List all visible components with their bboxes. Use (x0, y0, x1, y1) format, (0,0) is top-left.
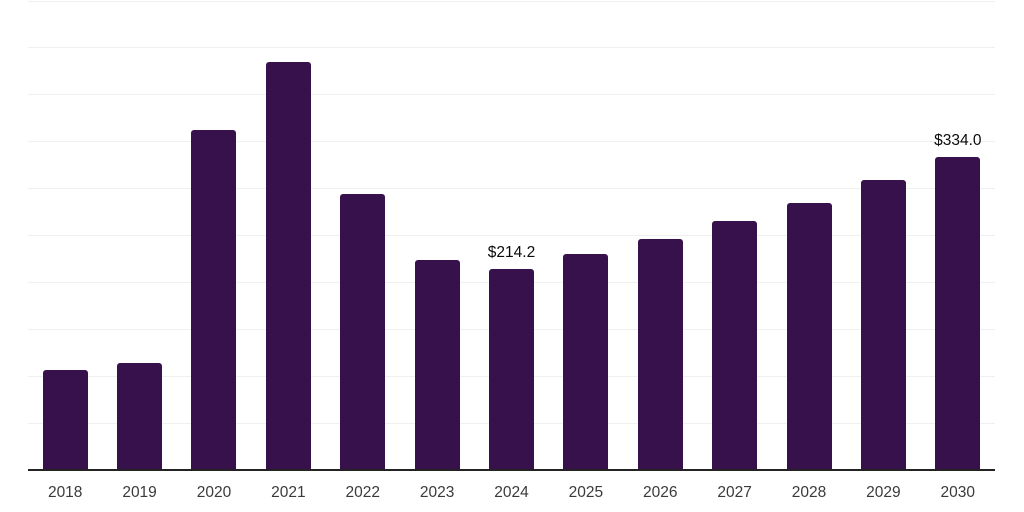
bar-2030: $334.0 (934, 132, 982, 470)
bar-2021 (265, 61, 311, 470)
x-tick-2023: 2023 (419, 484, 455, 501)
x-axis-line (28, 469, 995, 471)
gridline-400 (28, 94, 995, 96)
gridline-500 (28, 0, 995, 2)
x-tick-2021: 2021 (271, 484, 306, 501)
x-tick-2019: 2019 (122, 484, 157, 501)
gridline-300 (28, 188, 995, 190)
bar-2019 (117, 363, 163, 470)
x-tick-2028: 2028 (791, 484, 827, 501)
x-tick-2018: 2018 (47, 484, 83, 501)
x-axis-labels: 2018 2019 2020 2021 2022 2023 2024 2025 2026 2027… (28, 484, 995, 504)
x-tick-2026: 2026 (643, 484, 678, 501)
bar-2022 (340, 194, 386, 470)
plot-area: $214.2 $334.0 (28, 0, 995, 471)
bar-2026 (637, 239, 683, 470)
x-tick-2024: 2024 (494, 484, 529, 501)
bar-2018 (42, 369, 88, 470)
bar-2020 (191, 130, 237, 470)
bar-2027 (712, 220, 758, 470)
bar-2029 (860, 180, 906, 470)
bar-2024: $214.2 (488, 244, 535, 470)
bar-2025 (563, 254, 609, 470)
gridline-450 (28, 47, 995, 49)
x-tick-2020: 2020 (196, 484, 232, 501)
x-tick-2025: 2025 (568, 484, 604, 501)
x-tick-2029: 2029 (866, 484, 901, 501)
data-label-2024: $214.2 (487, 244, 536, 262)
bar-2028 (786, 202, 832, 470)
gridline-250 (28, 235, 995, 236)
x-tick-2030: 2030 (940, 484, 976, 501)
x-tick-2022: 2022 (345, 484, 380, 501)
gridline-350 (28, 141, 995, 143)
bar-2023 (414, 259, 460, 470)
x-tick-2027: 2027 (717, 484, 752, 501)
data-label-2030: $334.0 (934, 131, 982, 149)
